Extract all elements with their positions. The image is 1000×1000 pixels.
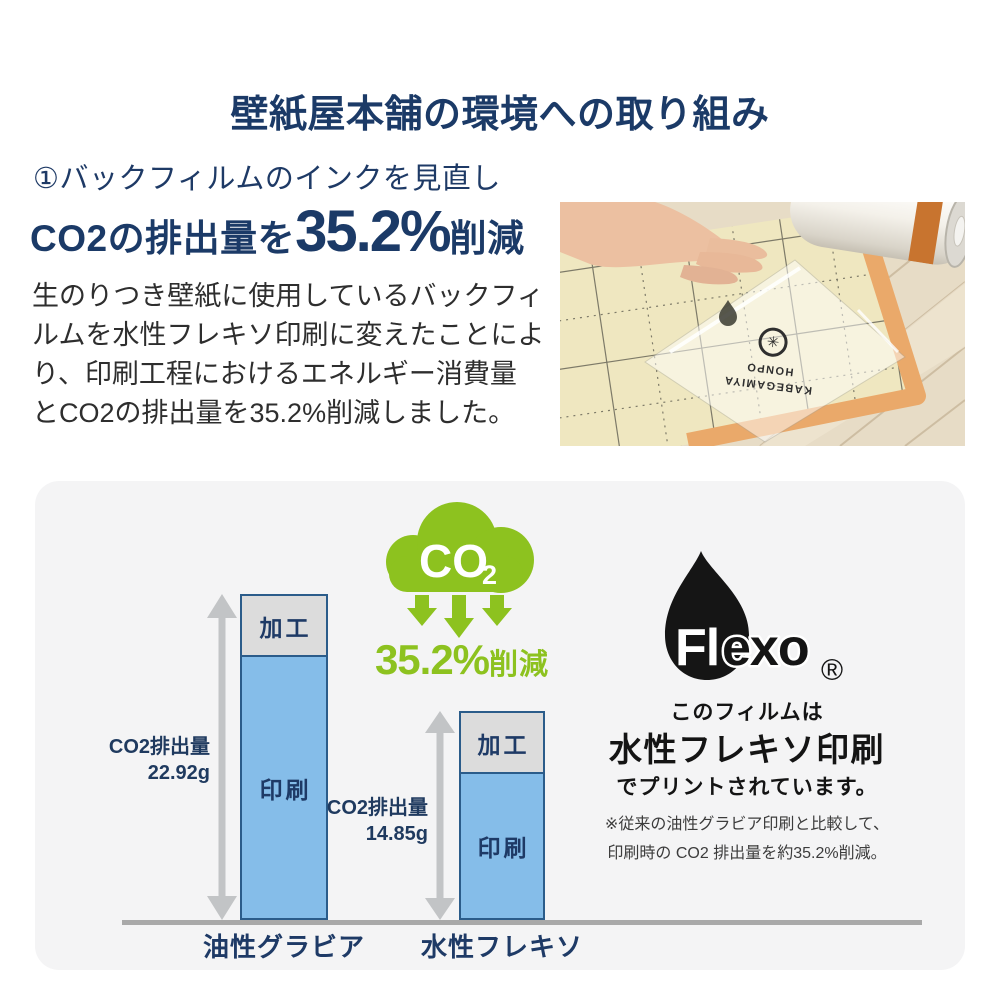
total-label-value: 14.85g [365,823,428,845]
body-line: り、印刷工程におけるエネルギー消費量 [32,359,517,389]
flexo-intro-line: このフィルムは [670,701,824,724]
total-label-flexo: CO2排出量 14.85g [327,795,428,847]
film-brand-line2: HONPO [745,360,794,378]
measure-arrow-gravure [207,594,237,920]
bar-gravure-processing-segment: 加工 [242,596,326,657]
bar-flexo-processing-segment: 加工 [461,713,543,774]
page-title: 壁紙屋本舗の環境への取り組み [230,94,770,137]
flexo-logo-text-white: Fl [675,619,719,677]
reduction-percent: 35.2% [374,636,490,683]
hand [560,202,768,285]
footnote-line: ※従来の油性グラビア印刷と比較して、 [604,816,890,833]
headline-suffix: 削減 [449,218,525,259]
clear-film [644,259,906,443]
product-photo-illustration: KABEGAMIYA HONPO ✳ [560,202,965,446]
segment-label: 印刷 [477,835,530,861]
footnote-line: 印刷時の CO2 排出量を約35.2%削減。 [607,845,887,862]
film-highlight-2 [856,308,900,354]
comparison-panel: 加工 印刷 CO2排出量 22.92g 加工 印刷 CO2排出量 14.85g … [35,481,965,970]
segment-label: 印刷 [259,776,312,803]
co2-cloud-icon: CO 2 [386,502,534,638]
svg-text:✳: ✳ [766,331,781,349]
sheet-droplet-mark [719,300,737,326]
headline: CO2の排出量を35.2%削減 [30,198,525,265]
headline-value: 35.2% [295,199,451,264]
cloud-gas-text: CO [419,535,488,587]
body-line: 生のりつき壁紙に使用しているバックフィ [32,281,544,311]
headline-prefix: CO2の排出量を [30,218,296,259]
total-label-value: 22.92g [147,762,210,784]
total-label-title: CO2排出量 [326,797,428,819]
film-highlight [668,266,802,354]
axis-line [122,920,922,925]
body-paragraph: 生のりつき壁紙に使用しているバックフィ ルムを水性フレキソ印刷に変えたことによ … [32,277,552,433]
category-label-flexo: 水性フレキソ [420,932,583,962]
flexo-method-line: 水性フレキソ印刷 [609,731,885,768]
category-label-gravure: 油性グラビア [202,932,365,962]
reduction-suffix: 削減 [489,649,550,681]
bar-flexo-printing-segment: 印刷 [461,774,543,918]
bar-gravure: 加工 印刷 [240,594,328,920]
reduction-caption: 35.2%削減 [342,636,582,684]
segment-label: 加工 [477,731,530,758]
total-label-gravure: CO2排出量 22.92g [109,734,210,786]
flexo-logo: Fl exo ® [665,551,843,684]
total-label-title: CO2排出量 [108,736,210,758]
cloud-gas-subscript: 2 [482,560,497,590]
product-photo: KABEGAMIYA HONPO ✳ [560,202,965,446]
measure-arrow-flexo [425,711,455,920]
flexo-logo-text-dark: exo [722,619,809,677]
step-label: ①バックフィルムのインクを見直し [33,163,501,195]
body-line: とCO2の排出量を35.2%削減しました。 [32,398,516,428]
registered-trademark-icon: ® [821,654,843,684]
bar-flexo: 加工 印刷 [459,711,545,920]
bar-gravure-printing-segment: 印刷 [242,657,326,918]
segment-label: 加工 [259,614,312,641]
flexo-printed-line: でプリントされています。 [616,776,878,799]
body-line: ルムを水性フレキソ印刷に変えたことによ [32,320,545,350]
film-roll [790,202,965,268]
flexo-droplet-icon [665,551,749,680]
flexo-footnote: ※従来の油性グラビア印刷と比較して、 印刷時の CO2 排出量を約35.2%削減… [547,810,947,868]
